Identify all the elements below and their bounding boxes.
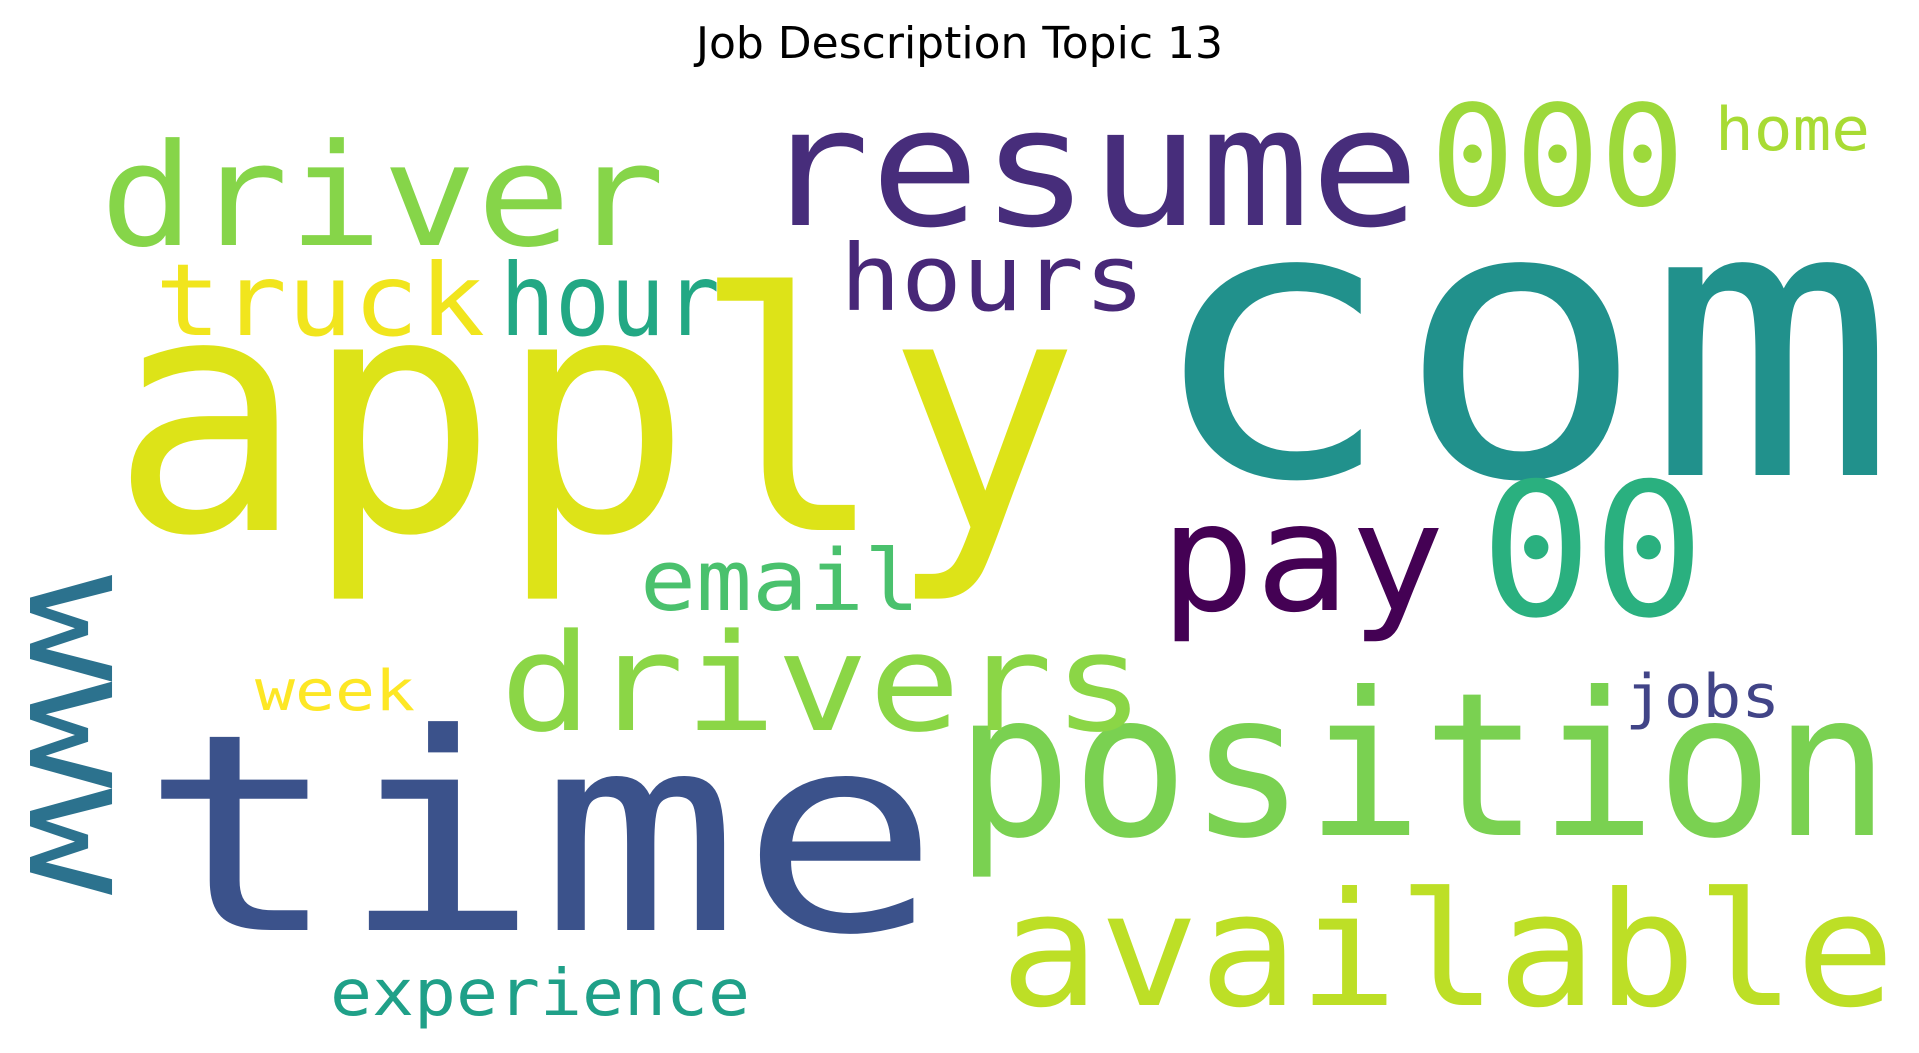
word-truck: truck <box>155 242 485 359</box>
word-www: www <box>0 575 168 896</box>
word-drivers: drivers <box>500 605 1145 762</box>
word-apply: apply <box>110 224 1080 608</box>
word-week: week <box>255 659 415 724</box>
word-pay: pay <box>1160 472 1445 646</box>
word-jobs: jobs <box>1625 662 1780 732</box>
word-available: available <box>1000 859 1895 1043</box>
word-000: 000 <box>1430 76 1685 239</box>
word-home: home <box>1715 95 1870 165</box>
word-hours: hours <box>840 225 1145 332</box>
word-driver: driver <box>100 114 665 279</box>
word-com: com <box>1145 122 1897 565</box>
word-hour: hour <box>500 242 720 359</box>
word-resume: resume <box>760 72 1420 264</box>
word-experience: experience <box>330 957 750 1031</box>
word-position: position <box>955 650 1890 883</box>
word-time: time <box>140 675 940 995</box>
word-email: email <box>640 532 920 631</box>
chart-title: Job Description Topic 13 <box>695 18 1224 69</box>
word-00: 00 <box>1480 443 1705 659</box>
